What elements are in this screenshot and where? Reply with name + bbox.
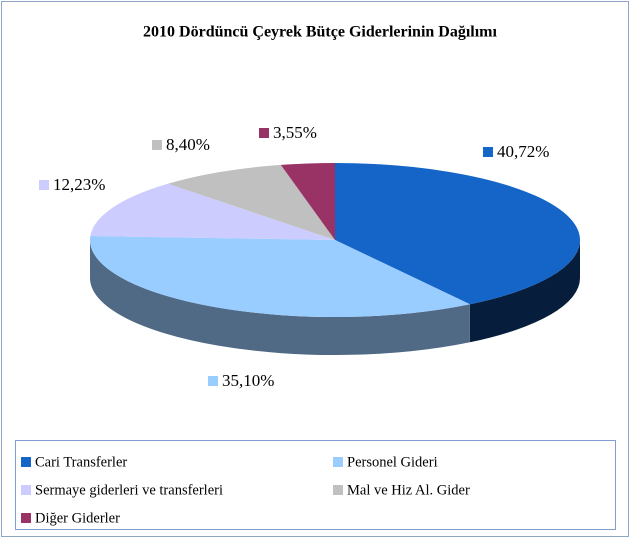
slice [167, 164, 335, 240]
legend-label: Diğer Giderler [35, 510, 120, 526]
slice-side [90, 240, 470, 355]
legend-key [333, 485, 343, 495]
legend-label: Mal ve Hiz Al. Gider [347, 482, 470, 498]
pie-sides [90, 240, 580, 355]
data-label: 8,40% [166, 135, 210, 154]
label-key [208, 376, 218, 386]
data-label: 12,23% [53, 175, 105, 194]
slice-side [469, 240, 580, 343]
data-label: 35,10% [222, 371, 274, 390]
legend-key [333, 457, 343, 467]
slice [280, 163, 335, 240]
legend-label: Cari Transferler [35, 454, 127, 470]
label-key [483, 147, 493, 157]
label-key [152, 140, 162, 150]
slice [335, 163, 580, 305]
legend-label: Personel Gideri [347, 454, 438, 470]
legend-box [15, 440, 616, 530]
chart-title: 2010 Dördüncü Çeyrek Bütçe Giderlerinin … [143, 24, 497, 41]
data-label: 40,72% [497, 142, 549, 161]
legend-key [21, 457, 31, 467]
data-label: 3,55% [273, 123, 317, 142]
legend-key [21, 513, 31, 523]
legend-key [21, 485, 31, 495]
slice [89, 236, 470, 317]
label-key [39, 180, 49, 190]
pie-tops [89, 163, 580, 317]
slice [90, 183, 336, 240]
legend: Cari Transferler Personel Gideri Sermaye g… [21, 454, 470, 526]
legend-label: Sermaye giderleri ve transferleri [35, 482, 223, 498]
label-key [259, 128, 269, 138]
data-labels: 40,72% 35,10% 12,23% 8,40% 3,55% [39, 123, 549, 390]
